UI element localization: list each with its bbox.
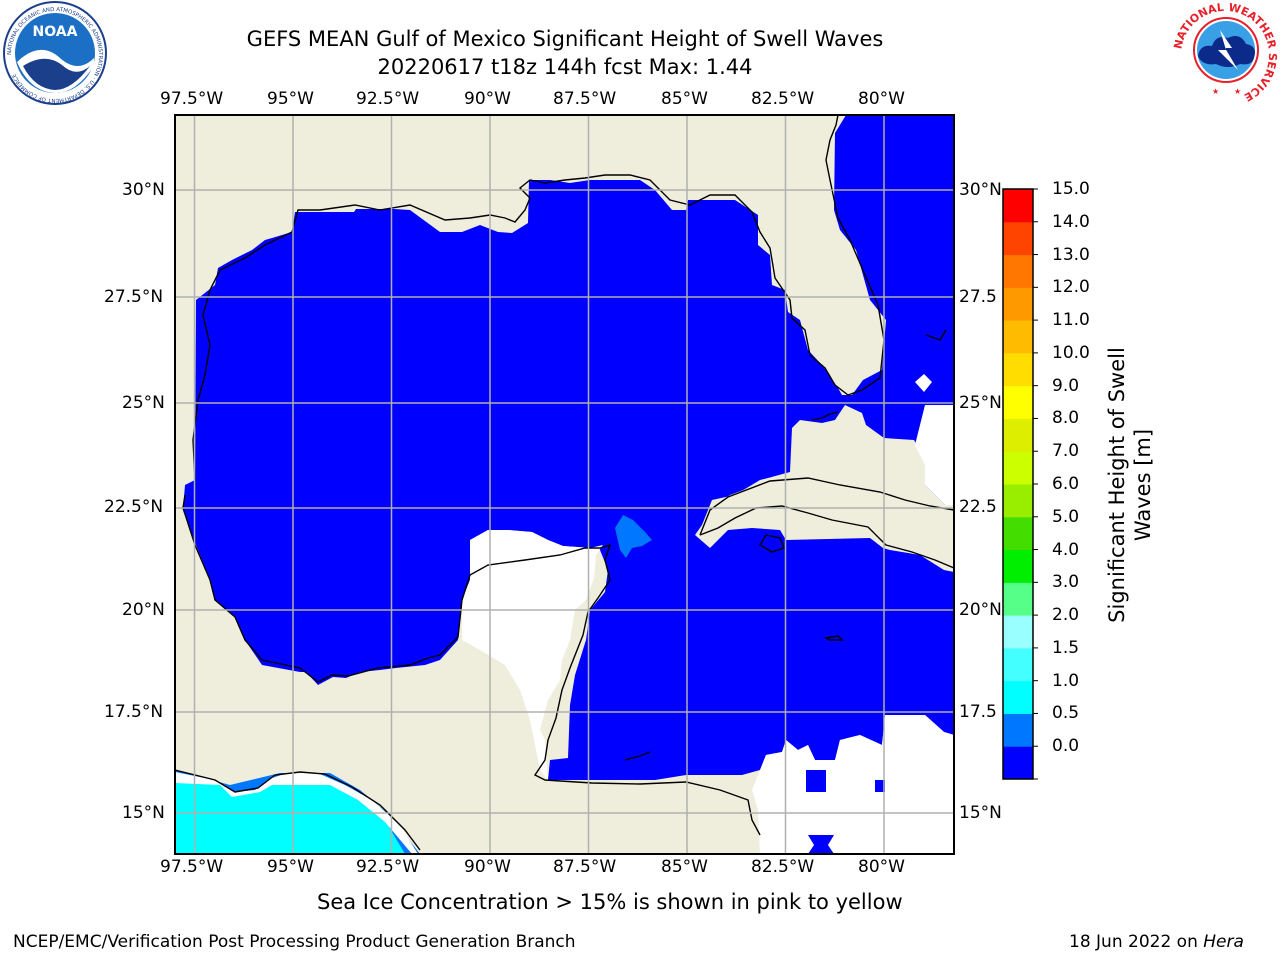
lat-label-right: 25°N [959, 393, 1002, 413]
lon-label-bottom: 85°W [661, 857, 708, 877]
colorbar-tick-label: 12.0 [1052, 277, 1090, 298]
colorbar-tick-label: 7.0 [1052, 441, 1080, 462]
nodata-east [915, 405, 954, 505]
gridlines [175, 115, 954, 854]
nodata-yucatan-north [462, 530, 603, 780]
lat-label-left: 22.5°N [104, 497, 164, 517]
swell-cell [806, 770, 826, 792]
colorbar-segment [1003, 516, 1033, 551]
colorbar-segment [1003, 484, 1033, 518]
colorbar-tick-label: 8.0 [1052, 408, 1080, 429]
lon-label-top: 92.5°W [356, 89, 420, 109]
lon-label-top: 95°W [267, 89, 314, 109]
lon-label-bottom: 95°W [267, 857, 314, 877]
coastlines [175, 115, 954, 851]
colorbar-segment [1003, 418, 1033, 452]
colorbar-segment [1003, 451, 1033, 485]
svg-text:★: ★ [1234, 87, 1241, 96]
lat-label-left: 27.5°N [104, 287, 164, 307]
lat-label-left: 15°N [122, 803, 165, 823]
lon-label-bottom: 90°W [464, 857, 511, 877]
nodata-bahamas [915, 374, 932, 392]
colorbar-segment [1003, 287, 1033, 321]
colorbar-tick-label: 1.0 [1052, 670, 1080, 691]
colorbar-segment [1003, 221, 1033, 256]
colorbar-tick-label: 5.0 [1052, 506, 1080, 527]
colorbar-tick-label: 0.0 [1052, 736, 1080, 757]
colorbar-frame [1002, 188, 1034, 780]
colorbar-segment [1003, 189, 1033, 223]
colorbar-segment [1003, 385, 1033, 419]
swell-cell [875, 780, 885, 792]
lon-label-top: 80°W [858, 89, 905, 109]
lon-label-top: 97.5°W [160, 89, 224, 109]
colorbar-segment [1003, 680, 1033, 714]
colorbar-segment [1003, 320, 1033, 354]
gulf-swell-field [183, 115, 954, 780]
lat-label-right: 15°N [959, 803, 1002, 823]
lon-label-bottom: 97.5°W [160, 857, 224, 877]
lon-label-bottom: 87.5°W [553, 857, 617, 877]
swell-patch-yucatan [615, 515, 652, 558]
colorbar [1003, 188, 1038, 780]
map-title: GEFS MEAN Gulf of Mexico Significant Hei… [246, 27, 884, 51]
lon-label-bottom: 80°W [858, 857, 905, 877]
colorbar-segment [1003, 352, 1033, 387]
pacific-swell-high [175, 780, 405, 854]
footer-branch: NCEP/EMC/Verification Post Processing Pr… [13, 932, 576, 952]
lon-label-bottom: 82.5°W [751, 857, 815, 877]
cuba-land [700, 478, 954, 570]
lon-label-top: 85°W [661, 89, 708, 109]
lon-label-bottom: 92.5°W [356, 857, 420, 877]
colorbar-tick-label: 6.0 [1052, 474, 1080, 494]
lat-label-right: 27.5 [959, 287, 997, 307]
colorbar-tick-label: 4.0 [1052, 539, 1080, 560]
lon-label-top: 87.5°W [553, 89, 617, 109]
lon-label-top: 90°W [464, 89, 511, 109]
colorbar-label: Significant Height of Swell Waves [m] [1105, 347, 1155, 623]
nodata-southeast [752, 715, 954, 854]
footer-date: 18 Jun 2022 on Hera [1069, 932, 1244, 952]
lat-label-left: 20°N [122, 600, 165, 620]
noaa-logo: NATIONAL OCEANIC AND ATMOSPHERIC ADMINIS… [3, 1, 107, 105]
lon-label-top: 82.5°W [751, 89, 815, 109]
colorbar-tick-label: 10.0 [1052, 342, 1090, 363]
colorbar-tick-label: 9.0 [1052, 375, 1080, 396]
svg-text:★: ★ [1212, 87, 1219, 96]
lat-label-left: 25°N [122, 393, 165, 413]
colorbar-segment [1003, 549, 1033, 583]
colorbar-tick-label: 2.0 [1052, 605, 1080, 626]
lat-label-right: 30°N [959, 180, 1002, 200]
colorbar-tick-label: 15.0 [1052, 179, 1090, 199]
colorbar-segment [1003, 615, 1033, 649]
lat-label-left: 30°N [122, 180, 165, 200]
map-subtitle: 20220617 t18z 144h fcst Max: 1.44 [377, 55, 753, 79]
colorbar-tick-label: 3.0 [1052, 572, 1080, 593]
colorbar-tick-label: 13.0 [1052, 244, 1090, 265]
map-frame [174, 114, 955, 855]
nws-logo: NATIONAL WEATHER SERVICE ★ ★ [1171, 1, 1279, 104]
lat-label-right: 22.5 [959, 497, 997, 517]
colorbar-segment [1003, 713, 1033, 747]
colorbar-tick-label: 1.5 [1052, 637, 1080, 658]
footer-date-text: 18 Jun 2022 on [1069, 932, 1204, 952]
lat-label-right: 20°N [959, 600, 1002, 620]
colorbar-tick-label: 14.0 [1052, 211, 1090, 232]
colorbar-segment [1003, 647, 1033, 682]
footer-host: Hera [1203, 932, 1244, 952]
lat-label-left: 17.5°N [104, 702, 164, 722]
lat-label-right: 17.5 [959, 702, 997, 722]
colorbar-tick-label: 11.0 [1052, 310, 1090, 331]
colorbar-tick-label: 0.5 [1052, 703, 1080, 724]
colorbar-segment [1003, 746, 1033, 780]
noaa-logo-text: NOAA [33, 24, 78, 40]
colorbar-segment [1003, 582, 1033, 616]
colorbar-segment [1003, 254, 1033, 288]
swell-cell [808, 835, 834, 854]
sea-ice-note: Sea Ice Concentration > 15% is shown in … [317, 890, 903, 914]
